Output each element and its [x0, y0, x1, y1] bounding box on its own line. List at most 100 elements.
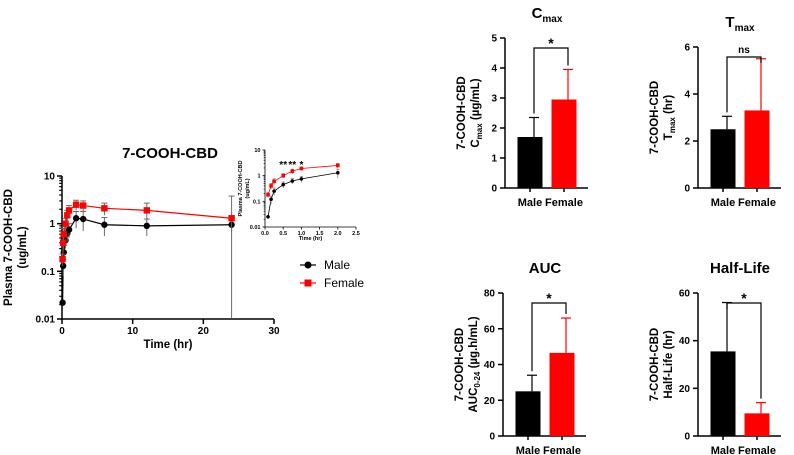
cmax-y-label-unit-post: (µg/mL) — [470, 78, 482, 123]
tmax-y-tick-label: 0 — [684, 184, 690, 195]
cmax-title-main: C — [532, 5, 543, 22]
auc-significance-mark: * — [546, 290, 552, 306]
pk-main-point-female — [143, 207, 150, 214]
pk-inset-y-label: Plasma 7-COOH-CBD — [238, 161, 244, 217]
pk-inset-x-tick-label: 2.0 — [334, 231, 342, 237]
pk-inset-x-tick-label: 1.5 — [316, 231, 324, 237]
cmax-y-label-unit-sub: max — [475, 123, 484, 140]
halflife-y-tick-label: 0 — [684, 432, 690, 443]
cmax-y-label-unit-pre: C — [470, 139, 482, 147]
pk-main-point-female — [72, 201, 80, 208]
cmax-y-label: 7-COOH-CBD — [456, 76, 468, 149]
tmax-title: Tmax — [725, 14, 755, 34]
auc-x-tick-label: Male — [516, 445, 540, 455]
pk-main-point-female — [59, 255, 66, 263]
tmax-y-label-unit: Tmax (hr) — [663, 95, 677, 141]
pk-inset-point-male — [269, 197, 273, 202]
pk-inset-point-male — [266, 214, 270, 219]
pk-main-y-tick-label: 0.01 — [36, 315, 56, 326]
pk-inset-point-female — [272, 179, 276, 184]
tmax-y-tick-label: 6 — [684, 43, 690, 54]
legend-marker-male — [304, 261, 312, 269]
pk-inset-y-tick-label: 10 — [254, 148, 260, 154]
pk-main-x-tick-label: 30 — [268, 326, 280, 337]
pk-main-point-male — [59, 299, 66, 306]
pk-main-point-female — [64, 212, 71, 219]
auc-x-tick-label: Female — [543, 445, 581, 455]
halflife-y-label-unit: Half-Life (hr) — [663, 330, 675, 399]
pk-main-point-female — [60, 231, 67, 238]
cmax-y-tick-label: 1 — [491, 154, 497, 165]
pk-inset-significance-mark: ** — [288, 160, 296, 171]
tmax-significance-mark: ns — [738, 45, 750, 56]
auc-y-label-unit-sub: 0-24 — [473, 371, 482, 388]
pk-inset-x-tick-label: 0.0 — [261, 231, 269, 237]
tmax-title-main: T — [725, 14, 734, 31]
tmax-bar-female — [744, 110, 770, 188]
auc-y-label-unit-pre: AUC — [468, 388, 480, 413]
pk-main-point-male — [101, 221, 108, 228]
pk-main-y-tick-label: 0.1 — [41, 267, 55, 278]
auc-y-tick-label: 0 — [489, 432, 495, 443]
auc-y-label: 7-COOH-CBD — [454, 328, 466, 401]
pk-inset-x-tick-label: 1.0 — [298, 231, 306, 237]
pk-main-y-tick-label: 1 — [49, 219, 55, 230]
auc-bar-male — [515, 391, 541, 436]
auc-title-main: AUC — [529, 260, 562, 277]
pk-inset-x-tick-label: 0.5 — [279, 231, 287, 237]
halflife-bar-male — [710, 351, 736, 436]
legend-label-female: Female — [324, 276, 364, 290]
auc-y-label-unit: AUC0-24 (µg.h/mL) — [468, 316, 482, 412]
pk-inset-point-female — [281, 173, 285, 178]
pk-main-point-male — [143, 222, 150, 230]
pk-main-point-female — [228, 215, 235, 222]
pk-main-x-label: Time (hr) — [144, 339, 193, 351]
tmax-y-tick-label: 4 — [684, 90, 690, 101]
pk-main-point-male — [80, 215, 87, 223]
pk-main-point-female — [59, 239, 67, 246]
tmax-y-label: 7-COOH-CBD — [649, 81, 661, 154]
auc-bar-female — [549, 352, 575, 436]
pk-inset-point-male — [336, 170, 340, 175]
halflife-significance-bracket — [726, 302, 762, 399]
pk-inset-point-male — [290, 179, 295, 183]
halflife-significance-mark: * — [741, 290, 747, 306]
auc-y-label-unit-post: (µg.h/mL) — [468, 316, 480, 371]
pk-inset-x-label: Time (hr) — [299, 236, 323, 242]
tmax-y-label-unit-sub: max — [668, 117, 677, 134]
pk-main-x-tick-label: 10 — [127, 326, 139, 337]
pk-main-y-label: Plasma 7-COOH-CBD — [3, 189, 15, 306]
tmax-y-label-unit-post: (hr) — [663, 95, 675, 118]
cmax-y-tick-label: 0 — [491, 184, 497, 195]
halflife-x-tick-label: Female — [738, 445, 776, 455]
halflife-y-tick-label: 20 — [679, 384, 691, 395]
cmax-x-tick-label: Female — [545, 197, 583, 209]
halflife-title-main: Half-Life — [710, 260, 770, 277]
halflife-title: Half-Life — [710, 260, 770, 277]
pk-inset-point-female — [290, 169, 295, 173]
halflife-bar-female — [744, 413, 770, 436]
pk-main-point-male — [59, 262, 67, 270]
pk-inset-y-tick-label: 1 — [257, 174, 260, 180]
pk-main-point-female — [101, 205, 108, 212]
pk-inset-y-tick-label: 0.1 — [253, 199, 261, 205]
pk-inset-point-female — [336, 163, 340, 168]
tmax-bar-male — [710, 129, 736, 188]
cmax-y-tick-label: 2 — [491, 124, 497, 135]
auc-y-tick-label: 60 — [484, 324, 496, 335]
cmax-y-tick-label: 5 — [491, 34, 497, 45]
pk-inset-point-male — [281, 182, 286, 187]
cmax-x-tick-label: Male — [518, 197, 542, 209]
tmax-y-tick-label: 2 — [684, 137, 690, 148]
pk-main-y-label-unit: (ug/mL) — [17, 226, 29, 268]
pk-main-point-female — [62, 220, 69, 227]
halflife-y-tick-label: 40 — [679, 336, 691, 347]
pk-inset-point-male — [272, 189, 276, 193]
halflife-x-tick-label: Male — [711, 445, 735, 455]
pk-inset-y-tick-label: 0.01 — [250, 225, 261, 231]
legend-marker-female — [304, 279, 312, 287]
halflife-y-tick-label: 60 — [679, 289, 691, 300]
tmax-y-label-unit-pre: T — [663, 133, 675, 140]
cmax-title: Cmax — [532, 5, 563, 25]
pk-inset-point-male — [299, 177, 304, 181]
